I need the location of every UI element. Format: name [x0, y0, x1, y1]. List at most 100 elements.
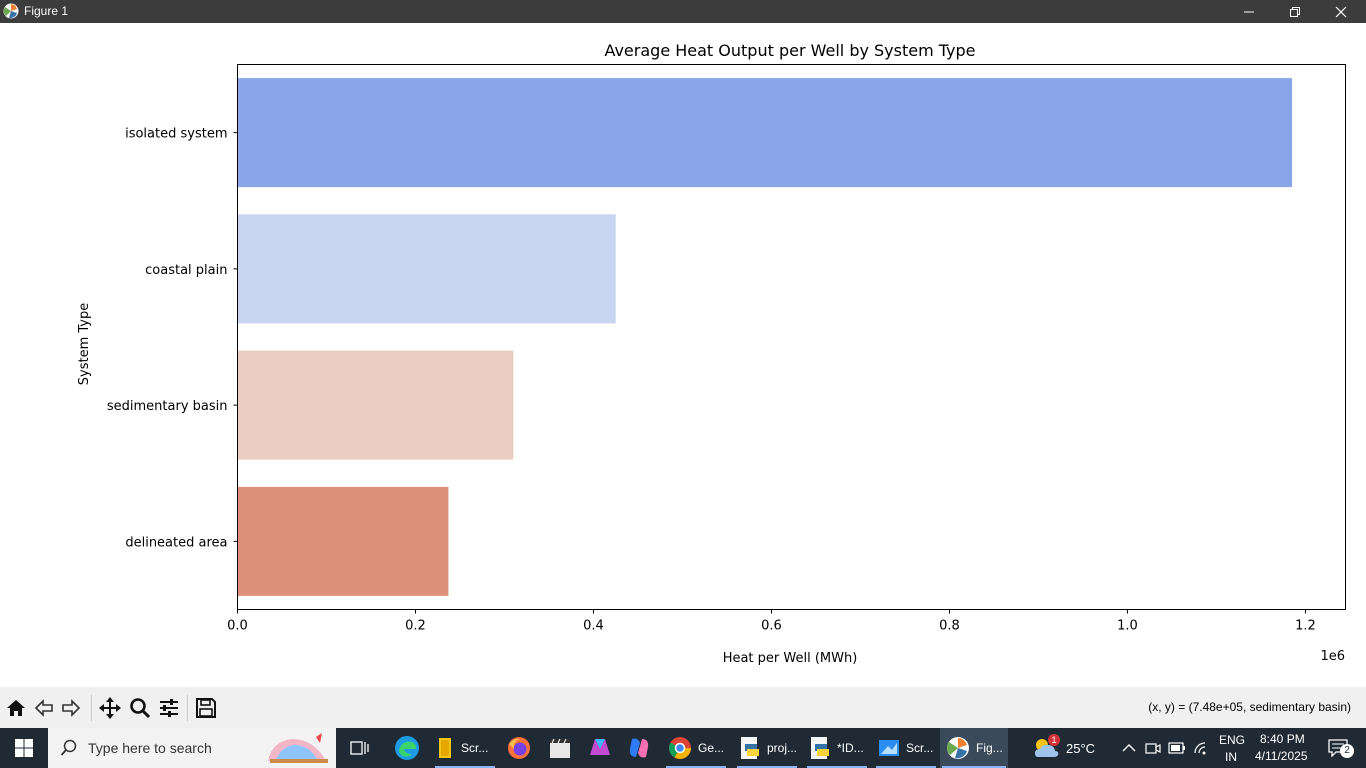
camera-icon: [1145, 743, 1161, 754]
start-button[interactable]: [0, 728, 48, 768]
microsoft-365-button[interactable]: [586, 728, 614, 768]
toolbar-separator: [187, 695, 188, 721]
plot-area-frame: [237, 64, 1346, 610]
save-button[interactable]: [193, 695, 219, 721]
home-button[interactable]: [3, 695, 29, 721]
zoom-button[interactable]: [127, 695, 153, 721]
edge-icon: [395, 736, 419, 760]
weather-cloud-icon: [1035, 739, 1059, 757]
bar-isolated-system: [237, 78, 1293, 188]
running-indicator: [942, 766, 1006, 768]
network-button[interactable]: [1192, 728, 1212, 768]
forward-arrow-icon: [62, 699, 81, 717]
running-indicator: [435, 766, 495, 768]
chart-title: Average Heat Output per Well by System T…: [604, 41, 975, 60]
zoom-icon: [130, 698, 151, 719]
show-hidden-icons-button[interactable]: [1120, 728, 1138, 768]
bar-delineated-area: [237, 486, 449, 596]
x-axis-label: Heat per Well (MWh): [723, 651, 858, 666]
subplots-icon: [160, 699, 178, 717]
pan-icon: [99, 697, 121, 719]
y-tick-label: delineated area: [125, 535, 227, 550]
video-editor-icon: [550, 738, 570, 758]
taskbar-app-chrome[interactable]: Ge...: [664, 728, 728, 768]
matplotlib-icon: [947, 737, 969, 759]
close-button[interactable]: [1318, 0, 1364, 23]
bar-chart: Average Heat Output per Well by System T…: [77, 41, 1346, 666]
firefox-icon: [508, 737, 530, 759]
running-indicator: [876, 766, 936, 768]
taskbar-search-box[interactable]: Type here to search: [48, 728, 336, 768]
weather-temperature: 25°C: [1066, 740, 1096, 756]
running-indicator: [807, 766, 867, 768]
x-axis-offset-text: 1e6: [1320, 649, 1345, 664]
meet-button[interactable]: [1144, 728, 1162, 768]
minimize-button[interactable]: [1226, 0, 1272, 23]
search-icon: [60, 739, 77, 756]
media-player-button[interactable]: [546, 728, 574, 768]
taskbar-app-label: Scr...: [906, 741, 934, 755]
taskbar-app-idle[interactable]: *ID...: [805, 728, 869, 768]
region-code: IN: [1225, 750, 1237, 764]
toolbar-separator: [91, 695, 92, 721]
weather-badge: 1: [1048, 734, 1060, 746]
battery-icon: [1168, 742, 1185, 754]
window-title: Figure 1: [24, 4, 69, 18]
running-indicator: [737, 766, 797, 768]
y-tick-label: coastal plain: [145, 263, 227, 278]
window-titlebar: Figure 1: [0, 0, 1366, 23]
language-indicator[interactable]: ENG IN: [1216, 728, 1246, 768]
y-tick-label: sedimentary basin: [107, 399, 228, 414]
x-tick-label: 0.4: [583, 619, 604, 634]
idle-icon: [811, 737, 829, 759]
cursor-coordinates: (x, y) = (7.48e+05, sedimentary basin): [1148, 700, 1351, 714]
notification-count-badge: 2: [1340, 744, 1354, 758]
copilot-icon: [629, 738, 649, 758]
y-tick-label: isolated system: [125, 127, 227, 142]
x-tick-label: 1.0: [1117, 619, 1138, 634]
x-tick-label: 0.2: [405, 619, 426, 634]
taskbar-app-file-explorer[interactable]: Scr...: [433, 728, 497, 768]
clock-time: 8:40 PM: [1260, 732, 1305, 746]
figure-canvas[interactable]: Average Heat Output per Well by System T…: [0, 23, 1366, 687]
chrome-icon: [669, 737, 691, 759]
back-button[interactable]: [31, 695, 57, 721]
firefox-button[interactable]: [505, 728, 533, 768]
task-view-icon: [350, 741, 369, 755]
taskbar-app-figure[interactable]: Fig...: [940, 728, 1008, 768]
clock[interactable]: 8:40 PM 4/11/2025: [1252, 728, 1312, 768]
save-icon: [196, 698, 216, 718]
forward-button[interactable]: [58, 695, 84, 721]
search-highlight-illustration-icon: [268, 733, 328, 763]
wifi-icon: [1194, 742, 1206, 755]
pan-button[interactable]: [97, 695, 123, 721]
microsoft-365-icon: [590, 739, 610, 755]
running-indicator: [666, 766, 726, 768]
clock-date: 4/11/2025: [1255, 749, 1308, 763]
taskbar-app-label: Ge...: [698, 741, 725, 755]
restore-icon: [1290, 6, 1300, 17]
back-arrow-icon: [34, 699, 53, 717]
x-tick-label: 0.0: [227, 619, 248, 634]
bar-sedimentary-basin: [237, 350, 514, 460]
navigation-toolbar: (x, y) = (7.48e+05, sedimentary basin): [0, 687, 1366, 728]
taskbar-app-label: Fig...: [976, 741, 1003, 755]
maximize-button[interactable]: [1272, 0, 1318, 23]
y-axis-label: System Type: [77, 303, 92, 385]
battery-button[interactable]: [1167, 728, 1187, 768]
edge-button[interactable]: [392, 728, 422, 768]
taskbar-app-python-file[interactable]: proj...: [735, 728, 799, 768]
taskbar-app-snipping-tool[interactable]: Scr...: [874, 728, 938, 768]
file-explorer-icon: [439, 738, 451, 758]
notification-center-icon: [1328, 739, 1348, 757]
configure-subplots-button[interactable]: [156, 695, 182, 721]
taskbar-app-label: proj...: [767, 741, 798, 755]
task-view-button[interactable]: [346, 728, 374, 768]
copilot-button[interactable]: [625, 728, 653, 768]
matplotlib-icon: [3, 3, 19, 19]
python-file-icon: [741, 737, 759, 759]
minimize-icon: [1244, 11, 1254, 12]
notifications-button[interactable]: 2: [1320, 728, 1356, 768]
weather-widget[interactable]: 1 25°C: [1032, 728, 1102, 768]
language-code: ENG: [1219, 733, 1246, 747]
